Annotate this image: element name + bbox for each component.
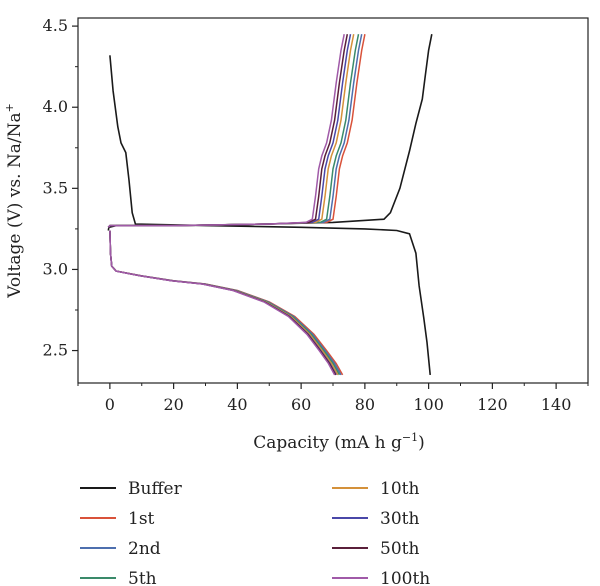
series-line	[109, 230, 344, 376]
plot-area	[107, 34, 433, 376]
legend-item: 100th	[332, 569, 430, 586]
legend-label: 2nd	[128, 539, 161, 559]
series-line	[109, 230, 342, 376]
legend-item: 5th	[80, 569, 157, 586]
y-tick-label: 2.5	[43, 341, 68, 360]
y-tick-label: 3.0	[43, 259, 68, 278]
axes: 0 20 40 60 80 100 120 140 2.5 3.0 3.5 4.0 4.5	[43, 16, 589, 414]
series-line	[107, 34, 355, 228]
y-tick-label: 4.5	[43, 16, 68, 35]
y-tick-label: 3.5	[43, 178, 68, 197]
series-line	[107, 34, 345, 228]
legend-item: 30th	[332, 509, 419, 529]
series-line	[109, 230, 339, 376]
series-line	[109, 230, 341, 376]
legend-label: 100th	[380, 569, 430, 586]
series-100th	[107, 34, 345, 376]
x-tick-label: 100	[413, 395, 444, 414]
series-line	[109, 55, 431, 375]
x-axis-title: Capacity (mA h g−1)	[253, 431, 425, 453]
y-tick-label: 4.0	[43, 97, 68, 116]
series-line	[107, 34, 366, 228]
legend: Buffer 1st 2nd 5th 10th 30th 50th 100th	[80, 479, 430, 586]
series-line	[109, 230, 337, 376]
series-line	[109, 230, 336, 376]
x-tick-label: 120	[477, 395, 508, 414]
legend-label: 50th	[380, 539, 419, 559]
series-50th	[107, 34, 349, 376]
x-tick-label: 20	[163, 395, 183, 414]
legend-item: 50th	[332, 539, 419, 559]
y-axis-title: Voltage (V) vs. Na/Na+	[3, 103, 25, 299]
x-tick-label: 40	[227, 395, 247, 414]
x-tick-label: 60	[291, 395, 311, 414]
series-buffer	[107, 34, 433, 375]
legend-item: Buffer	[80, 479, 183, 499]
series-line	[107, 34, 433, 231]
series-1st	[107, 34, 366, 376]
legend-item: 2nd	[80, 539, 161, 559]
series-line	[107, 34, 363, 228]
legend-label: 10th	[380, 479, 419, 499]
legend-label: Buffer	[128, 479, 183, 499]
series-line	[109, 230, 337, 376]
legend-label: 5th	[128, 569, 157, 586]
x-tick-label: 80	[355, 395, 375, 414]
series-line	[107, 34, 349, 228]
legend-label: 30th	[380, 509, 419, 529]
legend-label: 1st	[128, 509, 155, 529]
legend-item: 1st	[80, 509, 155, 529]
series-line	[107, 34, 352, 228]
x-tick-label: 0	[105, 395, 115, 414]
legend-item: 10th	[332, 479, 419, 499]
x-tick-label: 140	[541, 395, 572, 414]
